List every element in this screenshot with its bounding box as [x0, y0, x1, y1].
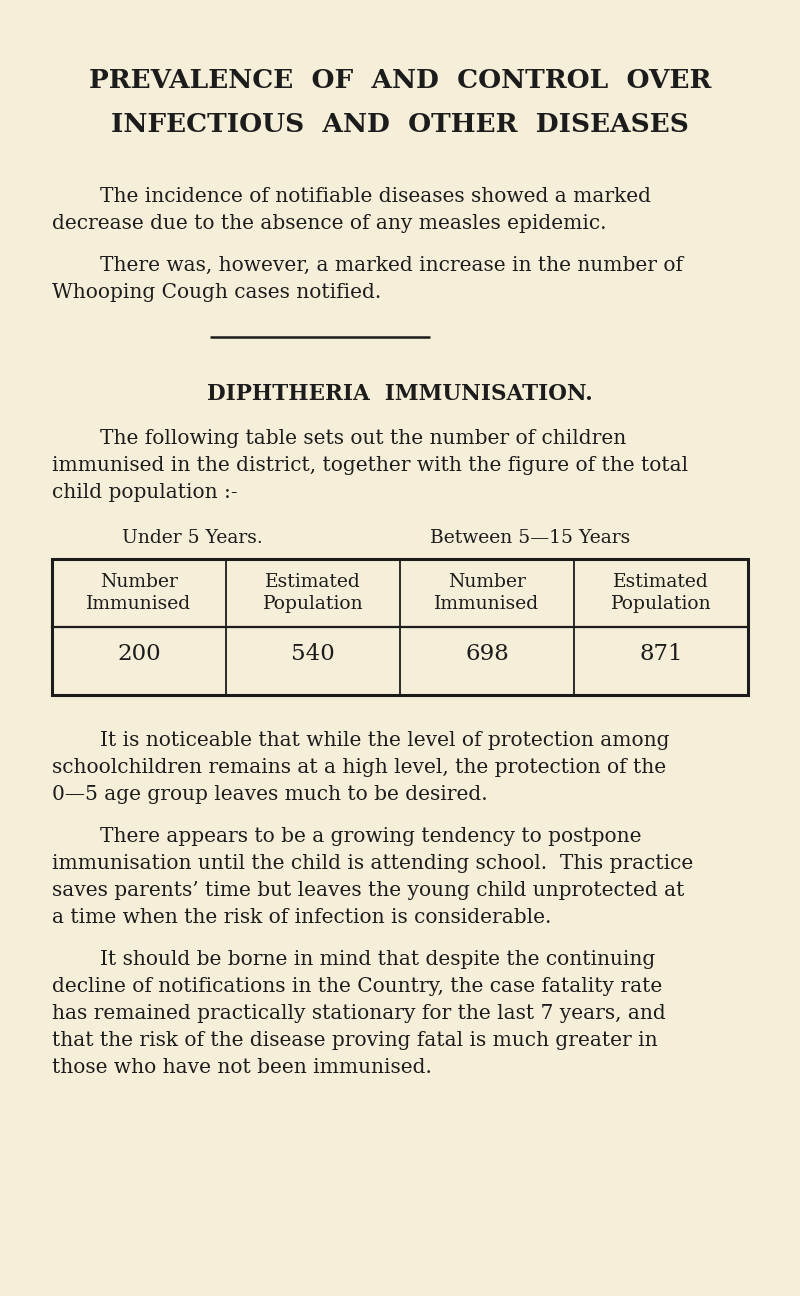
Text: that the risk of the disease proving fatal is much greater in: that the risk of the disease proving fat… — [52, 1032, 658, 1050]
Text: PREVALENCE  OF  AND  CONTROL  OVER: PREVALENCE OF AND CONTROL OVER — [89, 67, 711, 93]
Text: has remained practically stationary for the last 7 years, and: has remained practically stationary for … — [52, 1004, 666, 1023]
Text: immunisation until the child is attending school.  This practice: immunisation until the child is attendin… — [52, 854, 694, 874]
Text: immunised in the district, together with the figure of the total: immunised in the district, together with… — [52, 456, 688, 476]
Text: Immunised: Immunised — [86, 595, 191, 613]
Text: 698: 698 — [465, 643, 509, 665]
Text: decline of notifications in the Country, the case fatality rate: decline of notifications in the Country,… — [52, 977, 662, 997]
Text: Whooping Cough cases notified.: Whooping Cough cases notified. — [52, 283, 382, 302]
Text: schoolchildren remains at a high level, the protection of the: schoolchildren remains at a high level, … — [52, 758, 666, 778]
Text: 200: 200 — [117, 643, 161, 665]
Text: decrease due to the absence of any measles epidemic.: decrease due to the absence of any measl… — [52, 214, 606, 233]
Text: DIPHTHERIA  IMMUNISATION.: DIPHTHERIA IMMUNISATION. — [207, 384, 593, 404]
Text: INFECTIOUS  AND  OTHER  DISEASES: INFECTIOUS AND OTHER DISEASES — [111, 111, 689, 137]
Text: There appears to be a growing tendency to postpone: There appears to be a growing tendency t… — [100, 827, 642, 846]
Text: Population: Population — [262, 595, 363, 613]
Text: Immunised: Immunised — [434, 595, 539, 613]
Text: The incidence of notifiable diseases showed a marked: The incidence of notifiable diseases sho… — [100, 187, 651, 206]
Text: Estimated: Estimated — [265, 573, 361, 591]
Text: 0—5 age group leaves much to be desired.: 0—5 age group leaves much to be desired. — [52, 785, 488, 804]
Text: Estimated: Estimated — [613, 573, 709, 591]
Text: It is noticeable that while the level of protection among: It is noticeable that while the level of… — [100, 731, 670, 750]
Text: child population :-: child population :- — [52, 483, 238, 502]
Text: There was, however, a marked increase in the number of: There was, however, a marked increase in… — [100, 257, 683, 275]
Text: a time when the risk of infection is considerable.: a time when the risk of infection is con… — [52, 908, 551, 927]
Text: Number: Number — [100, 573, 178, 591]
Text: saves parents’ time but leaves the young child unprotected at: saves parents’ time but leaves the young… — [52, 881, 684, 899]
Text: The following table sets out the number of children: The following table sets out the number … — [100, 429, 626, 448]
Text: Population: Population — [610, 595, 711, 613]
Text: 540: 540 — [291, 643, 335, 665]
Text: Number: Number — [448, 573, 526, 591]
Text: Under 5 Years.: Under 5 Years. — [122, 529, 262, 547]
Text: It should be borne in mind that despite the continuing: It should be borne in mind that despite … — [100, 950, 655, 969]
Text: 871: 871 — [639, 643, 682, 665]
Text: those who have not been immunised.: those who have not been immunised. — [52, 1058, 432, 1077]
Bar — [52, 559, 748, 695]
Text: Between 5—15 Years: Between 5—15 Years — [430, 529, 630, 547]
